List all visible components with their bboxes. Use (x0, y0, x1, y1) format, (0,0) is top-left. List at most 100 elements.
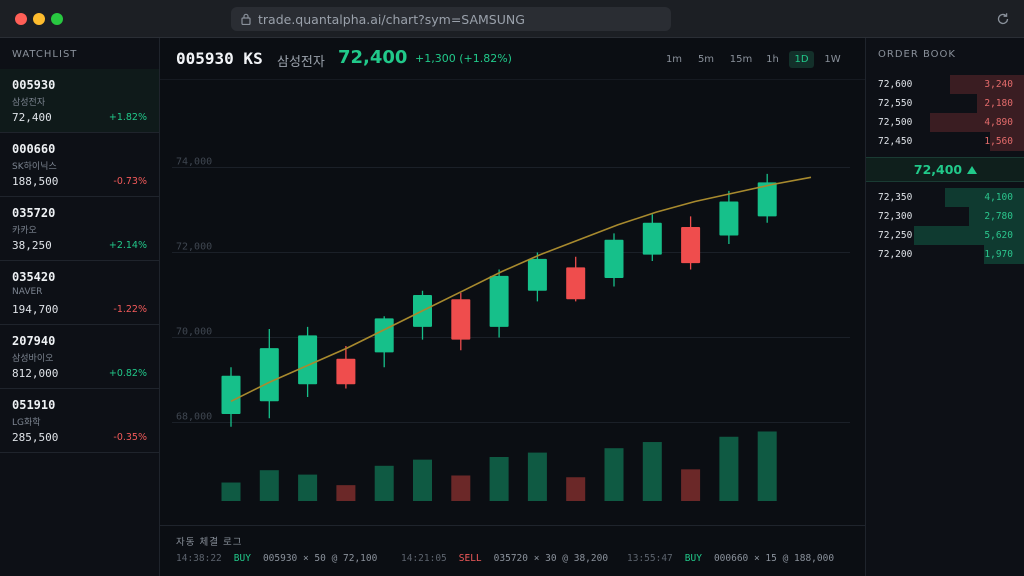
order-book-quantity: 1,970 (984, 249, 1013, 260)
y-tick-label: 68,000 (176, 412, 212, 423)
close-window-button[interactable] (15, 13, 27, 25)
watchlist-item-207940[interactable]: 207940 삼성바이오 812,000 +0.82% (0, 325, 159, 389)
depth-bar (984, 245, 1024, 264)
order-book-quantity: 4,890 (984, 117, 1013, 128)
candle-body[interactable] (221, 375, 241, 414)
candle-body[interactable] (374, 318, 394, 353)
watchlist-item-price: 188,500 (12, 175, 59, 188)
mid-price-value: 72,400 (913, 162, 963, 177)
order-book-price: 72,300 (878, 211, 913, 222)
watchlist-item-name: NAVER (12, 287, 43, 297)
minimize-window-button[interactable] (33, 13, 45, 25)
watchlist-item-price: 38,250 (12, 239, 52, 252)
candle-body[interactable] (298, 335, 318, 385)
volume-bar (259, 470, 279, 501)
candlestick-chart[interactable]: 68,000 70,000 72,000 74,000 (160, 80, 865, 525)
depth-bar (969, 207, 1024, 226)
order-book-price: 72,250 (878, 230, 913, 241)
order-book-quantity: 2,180 (984, 98, 1013, 109)
candle-body[interactable] (489, 275, 509, 327)
watchlist-item-name: 카카오 (12, 226, 37, 236)
timeframe-5m[interactable]: 5m (697, 54, 715, 65)
log-entry-time: 14:21:05 (401, 553, 447, 564)
watchlist-item-name: LG화학 (12, 418, 41, 428)
order-book-ask-row[interactable]: 72,500 4,890 (866, 113, 1024, 132)
chart-header: 005930 KS 삼성전자 72,400 +1,300 (+1.82%) 1m… (160, 38, 865, 80)
volume-bar (757, 431, 777, 501)
order-book-ask-row[interactable]: 72,550 2,180 (866, 94, 1024, 113)
order-book-price: 72,350 (878, 192, 913, 203)
address-bar[interactable]: trade.quantalpha.ai/chart?sym=SAMSUNG (231, 7, 671, 31)
depth-bar (950, 75, 1024, 94)
watchlist-item-change: -1.22% (113, 304, 147, 315)
candle-body[interactable] (757, 182, 777, 217)
order-book-price: 72,600 (878, 79, 913, 90)
log-entry-detail: 000660 × 15 @ 188,000 (713, 553, 835, 564)
order-book-quantity: 5,620 (984, 230, 1013, 241)
volume-bar (566, 477, 586, 501)
watchlist-title: WATCHLIST (12, 49, 78, 60)
execution-log-title: 자동 체결 로그 (176, 537, 243, 548)
order-book-price: 72,450 (878, 136, 913, 147)
order-book-ask-row[interactable]: 72,600 3,240 (866, 75, 1024, 94)
order-book-bid-row[interactable]: 72,250 5,620 (866, 226, 1024, 245)
up-arrow-icon (967, 166, 978, 174)
watchlist-item-change: -0.35% (113, 432, 147, 443)
candle-body[interactable] (527, 258, 547, 291)
reload-icon[interactable] (996, 12, 1010, 26)
depth-bar (977, 94, 1024, 113)
watchlist-item-051910[interactable]: 051910 LG화학 285,500 -0.35% (0, 389, 159, 453)
candle-body[interactable] (604, 239, 624, 278)
log-entry: 13:55:47 BUY 000660 × 15 @ 188,000 (627, 553, 834, 564)
maximize-window-button[interactable] (51, 13, 63, 25)
volume-bar (719, 436, 739, 501)
watchlist-item-005930[interactable]: 005930 삼성전자 72,400 +1.82% (0, 69, 159, 133)
url-text: trade.quantalpha.ai/chart?sym=SAMSUNG (258, 11, 525, 27)
watchlist-item-price: 285,500 (12, 431, 59, 444)
watchlist-item-code: 035420 (12, 270, 56, 284)
order-book-ask-row[interactable]: 72,450 1,560 (866, 132, 1024, 151)
volume-bar (336, 485, 356, 501)
browser-chrome: trade.quantalpha.ai/chart?sym=SAMSUNG (0, 0, 1024, 38)
log-entry-side: BUY (684, 553, 702, 564)
watchlist-item-code: 005930 (12, 78, 56, 92)
timeframe-1h[interactable]: 1h (766, 54, 779, 65)
candle-body[interactable] (642, 222, 662, 255)
volume-bar (221, 482, 241, 501)
candle-body[interactable] (451, 299, 471, 340)
candle-body[interactable] (681, 227, 701, 264)
volume-bar (681, 469, 701, 501)
depth-bar (914, 226, 1024, 245)
order-book-title: ORDER BOOK (878, 49, 956, 60)
order-book-quantity: 4,100 (984, 192, 1013, 203)
timeframe-1d[interactable]: 1D (789, 51, 814, 68)
candle-body[interactable] (336, 358, 356, 385)
timeframe-15m[interactable]: 15m (729, 54, 753, 65)
order-book-mid-price: 72,400 (866, 157, 1024, 182)
watchlist-item-code: 051910 (12, 398, 56, 412)
watchlist-item-035420[interactable]: 035420 NAVER 194,700 -1.22% (0, 261, 159, 325)
log-entry: 14:38:22 BUY 005930 × 50 @ 72,100 (176, 553, 377, 564)
candle-body[interactable] (259, 348, 279, 402)
log-entry-side: SELL (458, 553, 482, 564)
candle-body[interactable] (566, 267, 586, 300)
watchlist-item-035720[interactable]: 035720 카카오 38,250 +2.14% (0, 197, 159, 261)
timeframe-1m[interactable]: 1m (665, 54, 683, 65)
timeframe-1w[interactable]: 1W (824, 54, 841, 65)
volume-bar (298, 474, 318, 501)
volume-bar (642, 442, 662, 501)
watchlist-item-price: 194,700 (12, 303, 59, 316)
symbol-code: 005930 KS (176, 49, 263, 68)
depth-bar (930, 113, 1024, 132)
order-book-bid-row[interactable]: 72,350 4,100 (866, 188, 1024, 207)
order-book-bid-row[interactable]: 72,200 1,970 (866, 245, 1024, 264)
depth-bar (945, 188, 1024, 207)
candle-body[interactable] (719, 201, 739, 236)
watchlist-item-000660[interactable]: 000660 SK하이닉스 188,500 -0.73% (0, 133, 159, 197)
watchlist-item-code: 207940 (12, 334, 56, 348)
watchlist-panel: WATCHLIST 005930 삼성전자 72,400 +1.82% 000660 SK… (0, 38, 160, 576)
order-book-bid-row[interactable]: 72,300 2,780 (866, 207, 1024, 226)
volume-bar (604, 448, 624, 501)
watchlist-item-name: 삼성바이오 (12, 354, 54, 364)
order-book-price: 72,200 (878, 249, 913, 260)
